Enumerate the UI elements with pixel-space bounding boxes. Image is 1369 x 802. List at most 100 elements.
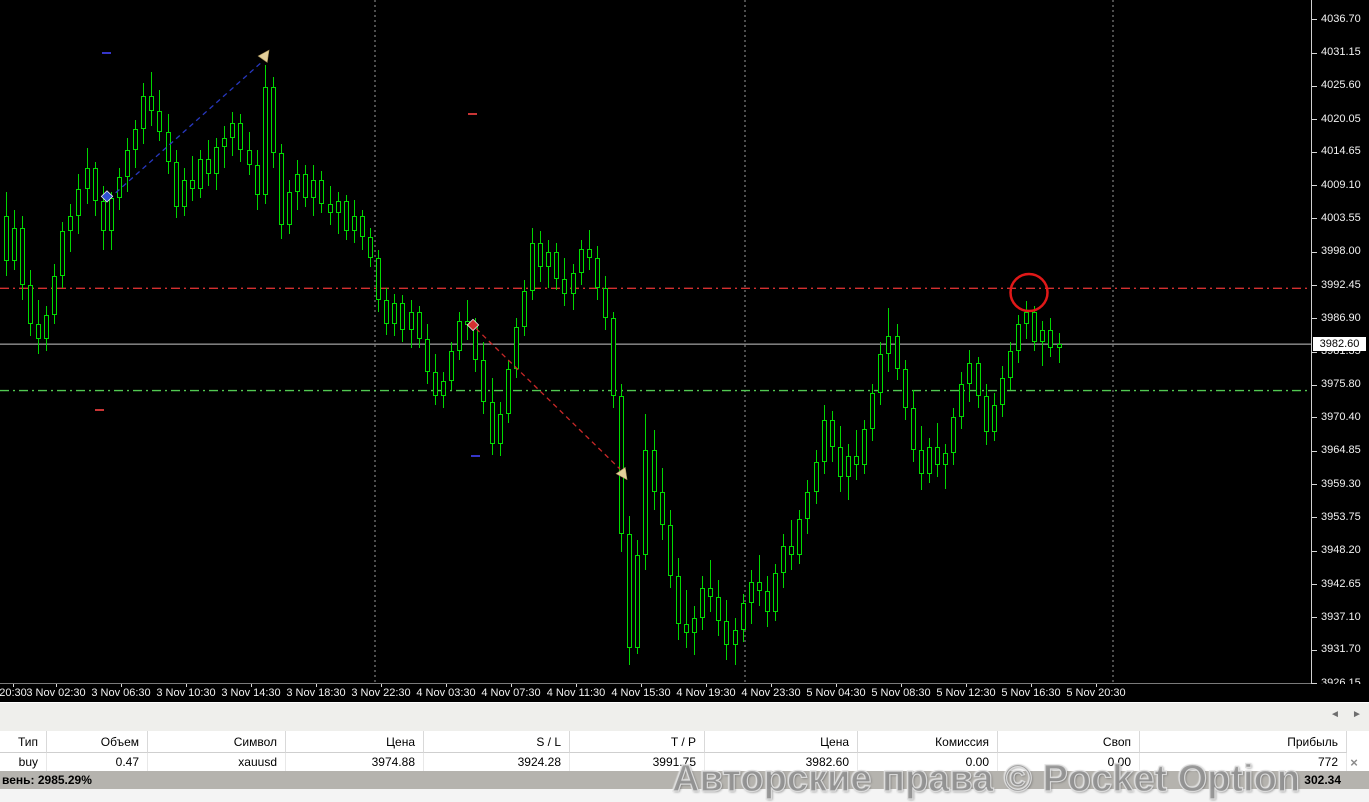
candle-body — [708, 588, 714, 597]
time-tick-label: 3 Nov 18:30 — [286, 687, 346, 699]
diamond-marker[interactable] — [466, 318, 480, 332]
time-tick — [1031, 684, 1032, 687]
candle-body — [181, 179, 187, 207]
table-cell[interactable]: xauusd — [148, 753, 286, 771]
candle-body — [319, 179, 325, 204]
candle-body — [149, 95, 155, 111]
table-header-cell[interactable]: Символ — [148, 731, 286, 753]
trendline-down[interactable] — [475, 328, 621, 470]
table-header-cell[interactable]: Комиссия — [858, 731, 998, 753]
candle-body — [311, 179, 317, 198]
time-tick-label: 5 Nov 04:30 — [806, 687, 866, 699]
price-axis[interactable]: 3982.60 4036.70 4031.15 4025.60 4020.05 4014… — [1311, 0, 1369, 702]
table-header-cell[interactable]: S / L — [424, 731, 570, 753]
window-bottom-strip — [0, 789, 1369, 802]
price-tick — [1312, 85, 1317, 87]
candle-body — [1016, 323, 1021, 351]
price-tick — [1312, 584, 1317, 586]
price-tick — [1312, 351, 1317, 353]
price-tick — [1312, 617, 1317, 619]
candle-body — [773, 572, 778, 613]
price-tick — [1312, 649, 1317, 651]
time-tick — [381, 684, 382, 687]
candle-body — [392, 302, 398, 324]
candle-body — [449, 350, 454, 381]
table-cell[interactable]: 772 — [1140, 753, 1347, 771]
table-cell[interactable]: buy — [0, 753, 47, 771]
candle-body — [254, 164, 260, 195]
price-tick — [1312, 119, 1317, 121]
candle-body — [408, 311, 414, 330]
candle-body — [505, 368, 511, 414]
candle-body — [197, 158, 203, 189]
table-cell[interactable]: 0.47 — [47, 753, 148, 771]
table-cell[interactable]: 0.00 — [998, 753, 1140, 771]
candle-body — [562, 278, 568, 294]
price-tick-label: 4014.65 — [1321, 145, 1361, 158]
price-tick-label: 3942.65 — [1321, 577, 1361, 590]
candle-body — [943, 452, 949, 465]
time-tick-label: 3 Nov 10:30 — [156, 687, 216, 699]
candle-body — [400, 302, 406, 330]
candle-body — [287, 191, 292, 225]
candle-body — [764, 591, 770, 613]
price-tick — [1312, 52, 1317, 54]
table-cell[interactable]: 3982.60 — [705, 753, 858, 771]
candle-body — [1024, 311, 1030, 324]
candle-wick — [467, 299, 469, 340]
close-icon[interactable]: × — [1350, 755, 1358, 770]
table-header-cell[interactable]: Прибыль — [1140, 731, 1347, 753]
time-tick-label: 4 Nov 03:30 — [416, 687, 476, 699]
price-tick — [1312, 683, 1317, 685]
diamond-marker[interactable] — [100, 190, 114, 203]
table-cell[interactable]: 3991.75 — [570, 753, 705, 771]
candle-body — [27, 284, 33, 324]
table-cell[interactable]: 3924.28 — [424, 753, 570, 771]
table-cell[interactable]: 0.00 — [858, 753, 998, 771]
time-tick-label: 4 Nov 19:30 — [676, 687, 736, 699]
table-header-cell[interactable]: Цена — [705, 731, 858, 753]
candle-wick — [856, 430, 857, 480]
price-tick-label: 3986.90 — [1321, 311, 1361, 324]
scroll-left-icon[interactable]: ◄ — [1330, 709, 1340, 720]
table-cell[interactable]: 3974.88 — [286, 753, 424, 771]
candle-body — [100, 200, 106, 231]
time-axis[interactable]: 20:30 3 Nov 02:30 3 Nov 06:30 3 Nov 10:30 3 … — [0, 684, 1369, 702]
candle-body — [667, 524, 673, 576]
table-header-cell[interactable]: T / P — [570, 731, 705, 753]
candle-body — [546, 251, 552, 267]
candle-body — [837, 446, 843, 477]
scroll-right-icon[interactable]: ► — [1352, 709, 1362, 720]
candle-body — [76, 188, 82, 216]
candle-body — [530, 242, 535, 291]
circle-annotation[interactable] — [1009, 272, 1049, 313]
total-profit-text: 302.34 — [1304, 773, 1341, 787]
time-tick-label: 4 Nov 07:30 — [481, 687, 541, 699]
time-tick-label: 5 Nov 12:30 — [936, 687, 996, 699]
candle-body — [230, 122, 236, 138]
table-header-cell[interactable]: Цена — [286, 731, 424, 753]
candle-body — [497, 413, 503, 444]
candle-body — [740, 603, 746, 631]
candle-body — [894, 335, 900, 369]
candlestick-chart[interactable] — [0, 0, 1311, 684]
candle-body — [902, 368, 908, 408]
current-price-box: 3982.60 — [1313, 337, 1366, 352]
table-header-cell[interactable]: Своп — [998, 731, 1140, 753]
arrow-marker[interactable] — [615, 466, 631, 482]
table-header-cell[interactable]: Объем — [47, 731, 148, 753]
time-tick — [901, 684, 902, 687]
candle-body — [635, 554, 641, 649]
candle-body — [578, 248, 584, 273]
table-header-cell[interactable]: Тип — [0, 731, 47, 753]
trendline-up[interactable] — [108, 61, 263, 200]
candle-body — [586, 248, 592, 258]
candle-wick — [758, 554, 760, 607]
time-tick — [446, 684, 447, 687]
candle-wick — [685, 590, 687, 649]
arrow-marker[interactable] — [257, 47, 273, 63]
candle-body — [692, 618, 697, 634]
price-tick-label: 4036.70 — [1321, 12, 1361, 25]
price-tick — [1312, 318, 1317, 320]
candle-body — [60, 230, 66, 276]
